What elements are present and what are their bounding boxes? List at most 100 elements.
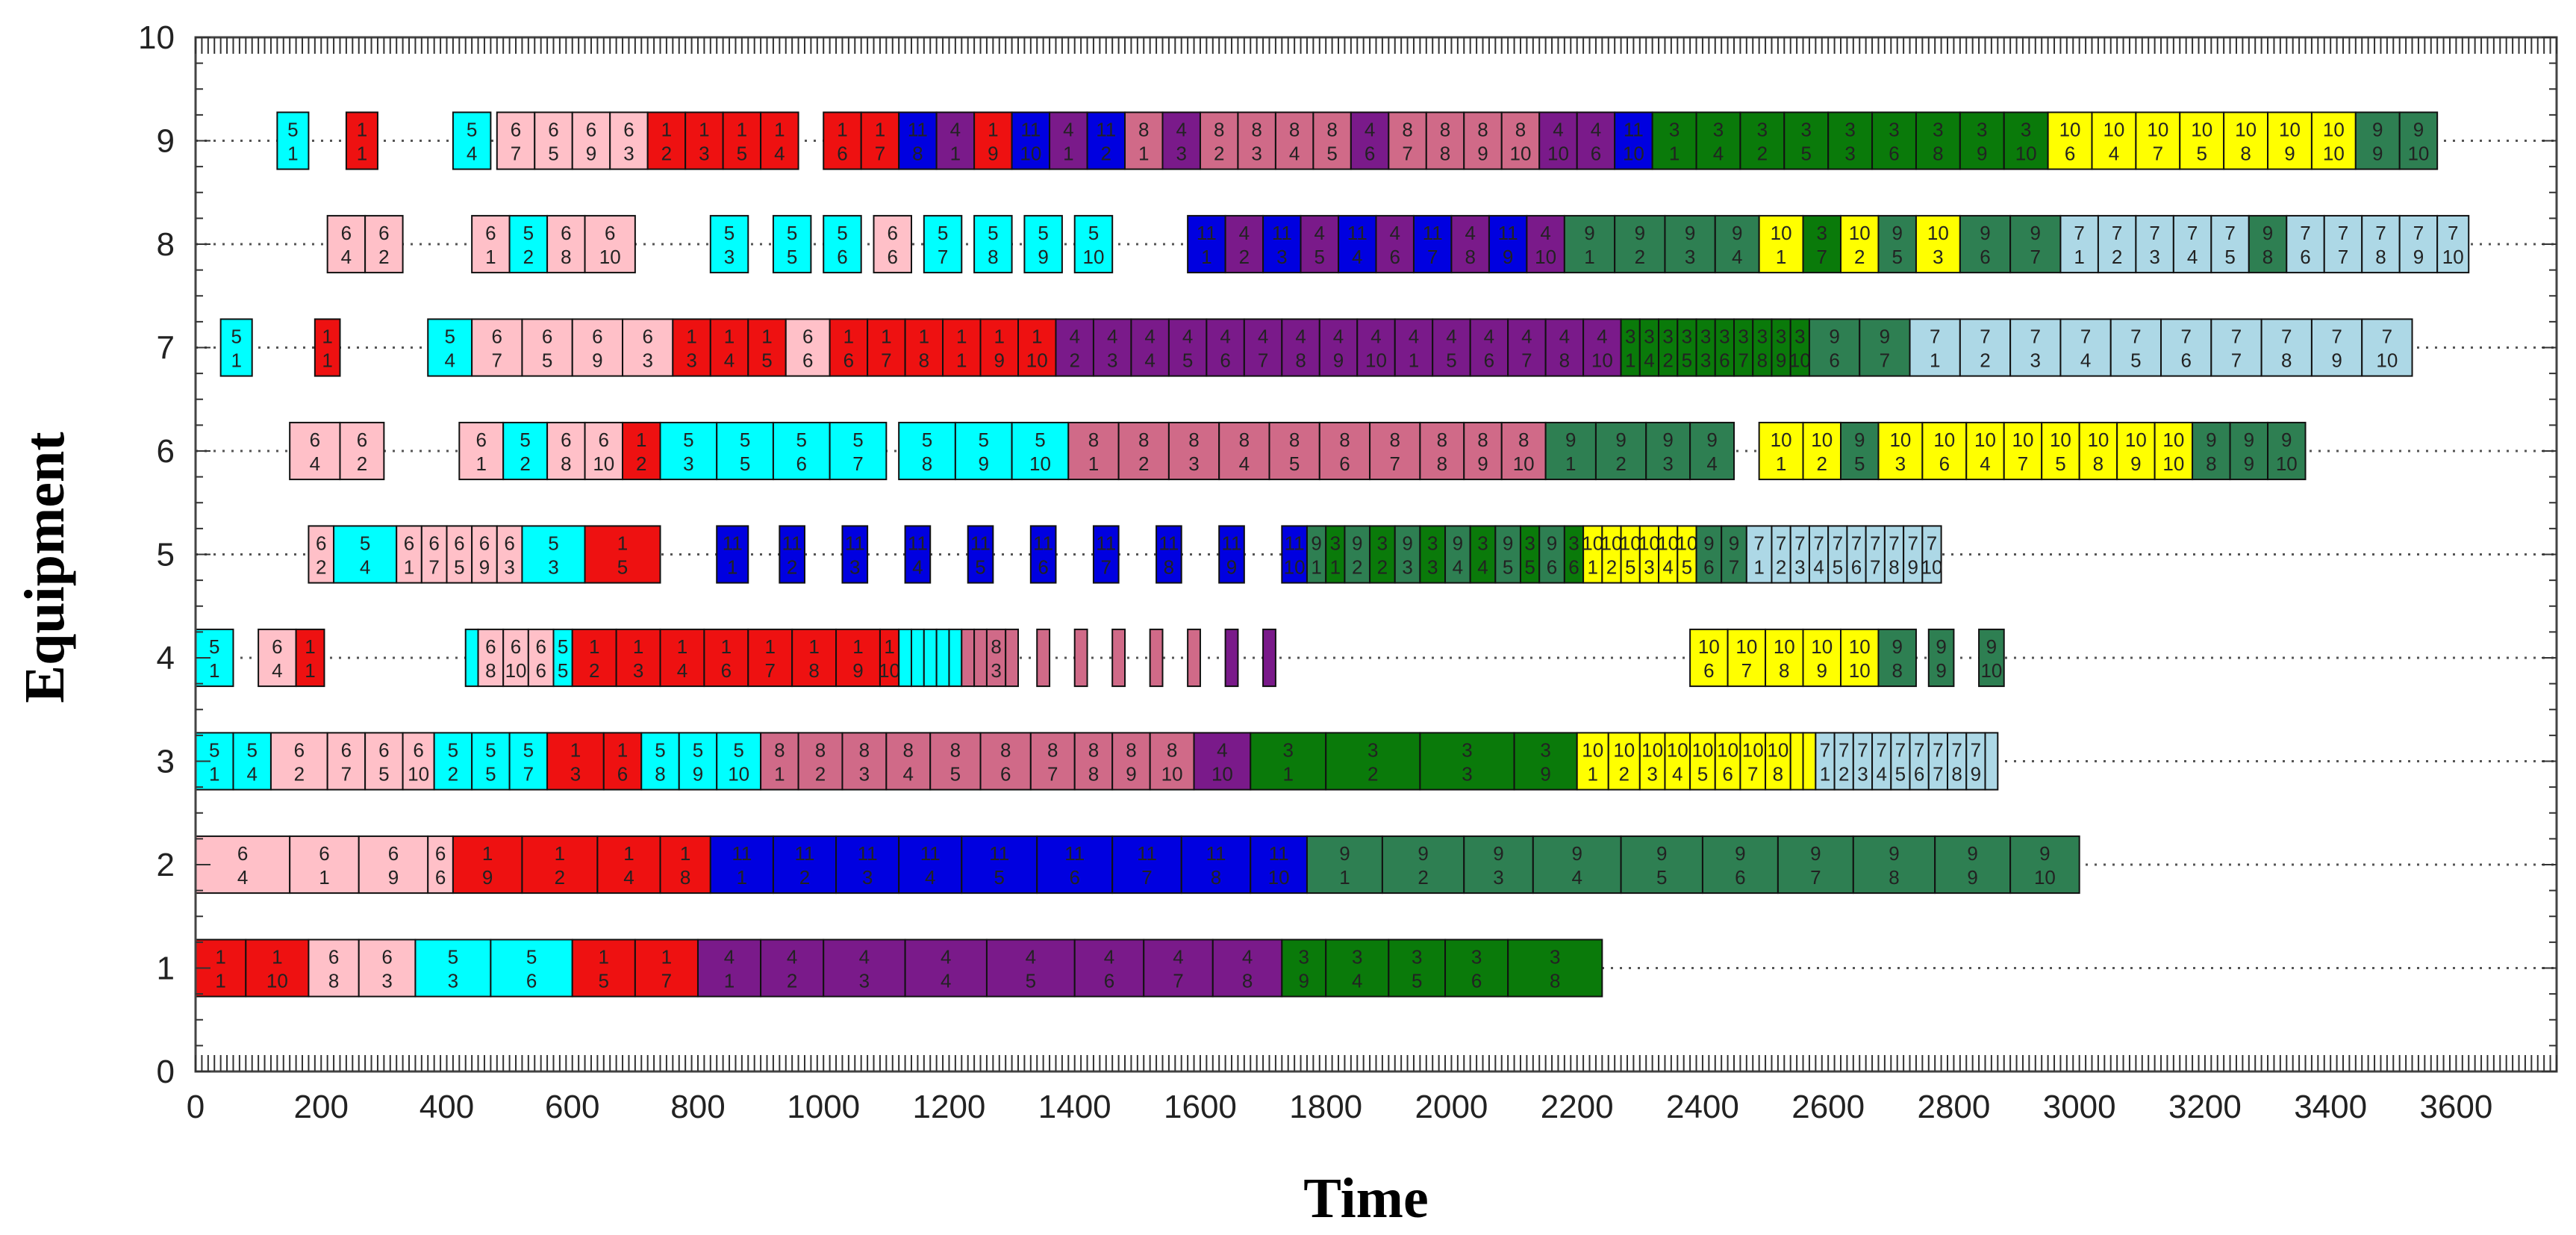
bar-job-label: 9 [1453, 532, 1463, 555]
operation-bar: 112 [772, 835, 838, 895]
operation-bar: 114 [1338, 214, 1377, 274]
x-tick-label: 1400 [1038, 1089, 1111, 1125]
bar-rect [471, 525, 498, 584]
operation-bar [1984, 732, 1999, 791]
operation-bar: 11 [345, 111, 378, 170]
bar-op-label: 6 [617, 763, 628, 786]
bar-op-label: 8 [2375, 246, 2386, 268]
bar-rect [709, 835, 774, 895]
operation-bar: 93 [1394, 525, 1421, 584]
bar-op-label: 8 [561, 246, 571, 268]
bar-op-label: 7 [852, 452, 863, 475]
operation-bar: 32 [1739, 111, 1786, 170]
bar-op-label: 2 [815, 763, 826, 786]
bar-op-label: 10 [2323, 143, 2345, 165]
bar-op-label: 7 [1747, 763, 1758, 786]
operation-bar: 18 [904, 318, 944, 377]
bar-rect [596, 835, 661, 895]
bar-job-label: 7 [2074, 222, 2084, 244]
operation-bar: 51 [276, 111, 310, 170]
bar-rect [1701, 835, 1779, 895]
bar-job-label: 10 [2235, 119, 2257, 141]
operation-bar: 13 [672, 318, 711, 377]
operation-bar: 97 [2009, 214, 2062, 274]
bar-rect [295, 628, 325, 688]
bar-job-label: 10 [1974, 429, 1996, 451]
operation-bar [898, 628, 912, 688]
bar-job-label: 1 [482, 842, 493, 865]
bar-rect [1149, 628, 1164, 688]
bar-op-label: 3 [570, 763, 581, 786]
operation-bar: 74 [1808, 525, 1830, 584]
bar-job-label: 8 [903, 739, 914, 762]
bar-rect [898, 421, 956, 481]
bar-job-label: 3 [1662, 326, 1673, 348]
bar-job-label: 4 [1446, 326, 1456, 348]
operation-bar: 18 [659, 835, 711, 895]
operation-bar: 61 [396, 525, 422, 584]
bar-rect [716, 525, 749, 584]
bar-rect [1469, 318, 1509, 377]
bar-op-label: 8 [2240, 143, 2251, 165]
bar-rect [2260, 318, 2313, 377]
operation-bar: 78 [2260, 318, 2313, 377]
operation-bar: 47 [1507, 318, 1547, 377]
bar-op-label: 3 [2030, 349, 2041, 372]
bar-job-label: 4 [1333, 326, 1344, 348]
bar-job-label: 3 [1682, 326, 1692, 348]
bar-op-label: 3 [1402, 556, 1412, 579]
bar-job-label: 5 [852, 429, 863, 451]
operation-bar: 79 [2398, 214, 2439, 274]
bar-op-label: 3 [448, 970, 458, 992]
bar-op-label: 1 [215, 970, 225, 992]
operation-bar: 64 [289, 421, 341, 481]
operation-bar: 110 [1017, 318, 1057, 377]
bar-rect [904, 939, 988, 998]
bar-rect [1771, 318, 1791, 377]
operation-bar: 39 [1513, 732, 1578, 791]
bar-job-label: 5 [467, 119, 477, 141]
bar-rect [308, 525, 335, 584]
bar-op-label: 7 [1141, 866, 1152, 889]
bar-rect [2172, 214, 2212, 274]
bar-job-label: 3 [1412, 946, 1422, 968]
bar-job-label: 8 [1326, 119, 1337, 141]
bar-op-label: 8 [1757, 349, 1768, 372]
operation-bar: 39 [1281, 939, 1327, 998]
bar-rect [1959, 214, 2012, 274]
bar-op-label: 8 [328, 970, 339, 992]
operation-bar: 34 [1325, 939, 1390, 998]
bar-op-label: 8 [919, 349, 929, 372]
bar-op-label: 4 [1239, 452, 1250, 475]
bar-job-label: 6 [294, 739, 305, 762]
bar-rect [1117, 421, 1170, 481]
bar-job-label: 5 [733, 739, 743, 762]
operation-bar: 62 [339, 421, 385, 481]
bar-rect [1243, 318, 1283, 377]
bar-op-label: 1 [305, 659, 315, 682]
x-tick-label: 1000 [787, 1089, 860, 1125]
bar-op-label: 5 [1524, 556, 1535, 579]
bar-rect [910, 628, 925, 688]
bar-job-label: 10 [1767, 739, 1788, 762]
bar-rect [269, 732, 328, 791]
bar-op-label: 6 [1568, 556, 1579, 579]
bar-job-label: 6 [413, 739, 423, 762]
bar-job-label: 11 [1222, 532, 1242, 555]
bar-job-label: 1 [724, 326, 735, 348]
bar-job-label: 5 [1038, 222, 1048, 244]
bar-job-label: 6 [381, 946, 392, 968]
bar-op-label: 7 [1427, 246, 1438, 268]
bar-job-label: 9 [1936, 635, 1946, 658]
bar-job-label: 6 [605, 222, 615, 244]
bar-op-label: 4 [1352, 246, 1362, 268]
bar-job-label: 9 [1584, 222, 1594, 244]
bar-job-label: 9 [2413, 119, 2424, 141]
x-tick-label: 2800 [1917, 1089, 1990, 1125]
bar-op-label: 9 [1967, 866, 1977, 889]
bar-op-label: 8 [1773, 763, 1783, 786]
bar-rect [1934, 835, 2012, 895]
bar-op-label: 3 [1933, 246, 1943, 268]
bar-op-label: 4 [310, 452, 320, 475]
operation-bar: 105 [2179, 111, 2225, 170]
